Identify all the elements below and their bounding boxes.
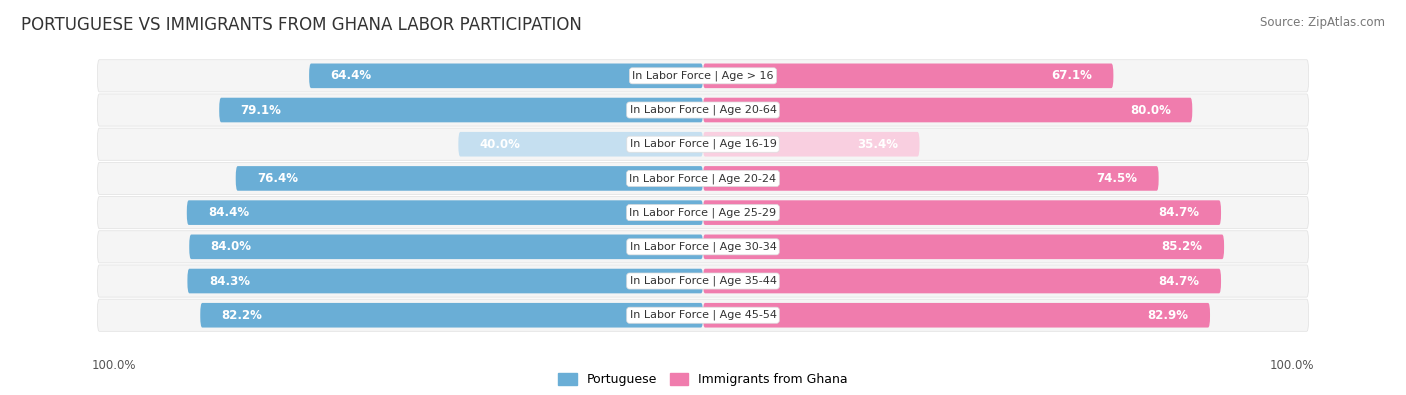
FancyBboxPatch shape	[97, 162, 1309, 194]
FancyBboxPatch shape	[97, 197, 1309, 229]
Legend: Portuguese, Immigrants from Ghana: Portuguese, Immigrants from Ghana	[553, 368, 853, 391]
FancyBboxPatch shape	[703, 98, 1192, 122]
Text: In Labor Force | Age > 16: In Labor Force | Age > 16	[633, 71, 773, 81]
FancyBboxPatch shape	[458, 132, 703, 156]
FancyBboxPatch shape	[97, 128, 1309, 160]
FancyBboxPatch shape	[97, 60, 1309, 92]
Text: In Labor Force | Age 35-44: In Labor Force | Age 35-44	[630, 276, 776, 286]
Text: 64.4%: 64.4%	[330, 69, 371, 82]
Text: In Labor Force | Age 30-34: In Labor Force | Age 30-34	[630, 242, 776, 252]
Text: 85.2%: 85.2%	[1161, 240, 1202, 253]
Text: Source: ZipAtlas.com: Source: ZipAtlas.com	[1260, 16, 1385, 29]
FancyBboxPatch shape	[703, 64, 1114, 88]
Text: 74.5%: 74.5%	[1097, 172, 1137, 185]
Text: In Labor Force | Age 16-19: In Labor Force | Age 16-19	[630, 139, 776, 149]
Text: 84.4%: 84.4%	[208, 206, 249, 219]
FancyBboxPatch shape	[236, 166, 703, 191]
FancyBboxPatch shape	[97, 231, 1309, 263]
Text: 82.9%: 82.9%	[1147, 309, 1188, 322]
Text: 100.0%: 100.0%	[91, 359, 136, 372]
Text: In Labor Force | Age 45-54: In Labor Force | Age 45-54	[630, 310, 776, 320]
Text: 35.4%: 35.4%	[858, 138, 898, 151]
FancyBboxPatch shape	[219, 98, 703, 122]
FancyBboxPatch shape	[703, 235, 1225, 259]
FancyBboxPatch shape	[190, 235, 703, 259]
FancyBboxPatch shape	[97, 265, 1309, 297]
Text: 80.0%: 80.0%	[1130, 103, 1171, 117]
Text: 76.4%: 76.4%	[257, 172, 298, 185]
Text: In Labor Force | Age 25-29: In Labor Force | Age 25-29	[630, 207, 776, 218]
FancyBboxPatch shape	[703, 200, 1220, 225]
Text: PORTUGUESE VS IMMIGRANTS FROM GHANA LABOR PARTICIPATION: PORTUGUESE VS IMMIGRANTS FROM GHANA LABO…	[21, 16, 582, 34]
FancyBboxPatch shape	[97, 94, 1309, 126]
FancyBboxPatch shape	[309, 64, 703, 88]
Text: 79.1%: 79.1%	[240, 103, 281, 117]
FancyBboxPatch shape	[200, 303, 703, 327]
FancyBboxPatch shape	[187, 200, 703, 225]
Text: 84.3%: 84.3%	[209, 275, 250, 288]
Text: 84.0%: 84.0%	[211, 240, 252, 253]
Text: 84.7%: 84.7%	[1159, 206, 1199, 219]
Text: 82.2%: 82.2%	[222, 309, 263, 322]
Text: In Labor Force | Age 20-24: In Labor Force | Age 20-24	[630, 173, 776, 184]
Text: 84.7%: 84.7%	[1159, 275, 1199, 288]
Text: In Labor Force | Age 20-64: In Labor Force | Age 20-64	[630, 105, 776, 115]
Text: 67.1%: 67.1%	[1052, 69, 1092, 82]
FancyBboxPatch shape	[97, 299, 1309, 331]
FancyBboxPatch shape	[187, 269, 703, 293]
Text: 40.0%: 40.0%	[479, 138, 520, 151]
FancyBboxPatch shape	[703, 166, 1159, 191]
FancyBboxPatch shape	[703, 132, 920, 156]
FancyBboxPatch shape	[703, 269, 1220, 293]
FancyBboxPatch shape	[703, 303, 1211, 327]
Text: 100.0%: 100.0%	[1270, 359, 1315, 372]
